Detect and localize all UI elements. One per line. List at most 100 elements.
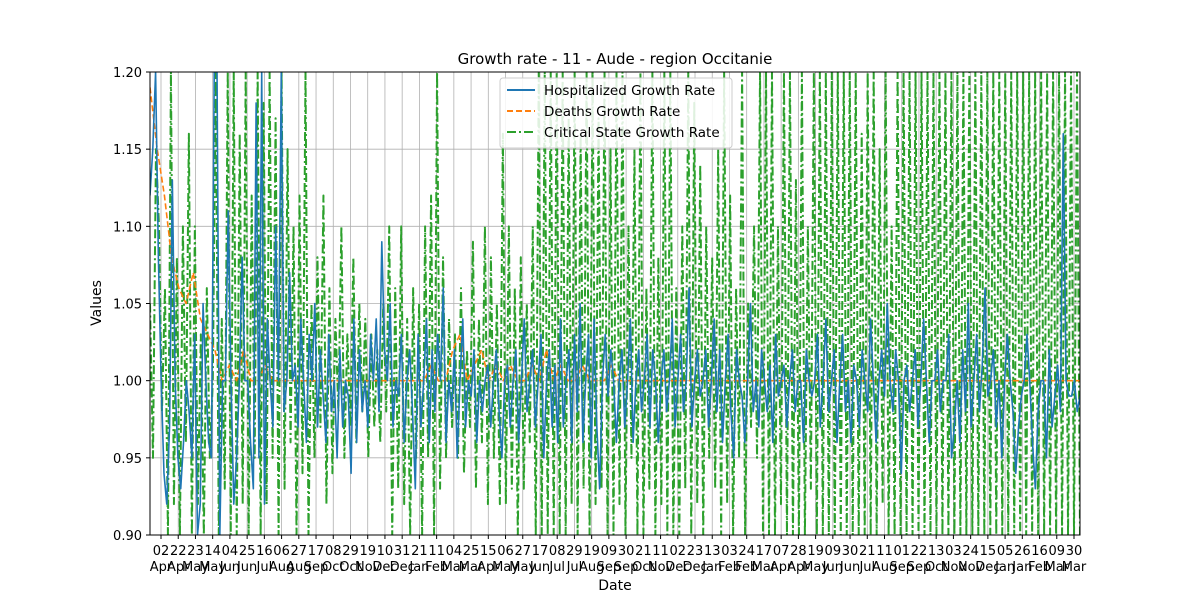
x-tick-month-label: Apr [787,560,810,575]
x-tick-day-label: 30 [618,544,635,559]
x-tick-month-label: Dec [975,560,1000,575]
x-tick-day-label: 09 [601,544,618,559]
x-tick-month-label: Jun [219,560,240,575]
x-tick-day-label: 14 [204,544,221,559]
x-tick-month-label: Apr [477,560,500,575]
x-tick-month-label: Sep [597,560,622,575]
x-tick-day-label: 13 [704,544,721,559]
x-tick-day-label: 11 [428,544,445,559]
x-tick-day-label: 21 [411,544,428,559]
x-tick-month-label: Oct [339,560,361,575]
x-tick-day-label: 01 [893,544,910,559]
x-tick-day-label: 13 [928,544,945,559]
x-tick-month-label: May [199,560,226,575]
x-tick-day-label: 08 [325,544,342,559]
series-line-deaths-growth-rate [150,87,1080,382]
x-tick-day-label: 02 [153,544,170,559]
x-tick-month-label: Sep [304,560,329,575]
x-tick-day-label: 09 [825,544,842,559]
x-tick-day-label: 16 [256,544,273,559]
x-tick-day-label: 08 [549,544,566,559]
y-axis-ticks: 0.90 0.95 1.00 1.05 1.10 1.15 1.20 [113,66,150,544]
x-tick-month-label: Jul [548,560,565,575]
series-line-critical-state-growth-rate [150,72,1080,535]
x-tick-month-label: Oct [632,560,654,575]
x-tick-day-label: 24 [738,544,755,559]
x-tick-day-label: 19 [583,544,600,559]
x-tick-day-label: 07 [773,544,790,559]
x-tick-day-label: 11 [652,544,669,559]
x-tick-month-label: Apr [770,560,793,575]
x-tick-month-label: Oct [925,560,947,575]
x-tick-month-label: Mar [752,560,777,575]
x-tick-day-label: 17 [532,544,549,559]
x-tick-day-label: 27 [514,544,531,559]
x-tick-month-label: Apr [150,560,173,575]
x-tick-month-label: Dec [682,560,707,575]
x-tick-month-label: Aug [269,560,294,575]
x-tick-day-label: 02 [670,544,687,559]
x-tick-day-label: 30 [1066,544,1083,559]
x-tick-day-label: 29 [566,544,583,559]
legend-label: Deaths Growth Rate [544,104,680,120]
x-tick-month-label: May [492,560,519,575]
x-tick-day-label: 11 [876,544,893,559]
y-tick-label: 1.00 [113,375,142,390]
x-tick-month-label: Jun [839,560,860,575]
x-tick-day-label: 05 [997,544,1014,559]
x-tick-day-label: 03 [721,544,738,559]
x-tick-month-label: Feb [735,560,758,575]
x-tick-month-label: Dec [390,560,415,575]
x-tick-month-label: Sep [889,560,914,575]
x-tick-month-label: Dec [372,560,397,575]
x-tick-day-label: 10 [377,544,394,559]
x-tick-month-label: Aug [286,560,311,575]
chart-title: Growth rate - 11 - Aude - region Occitan… [458,50,773,68]
x-tick-day-label: 21 [635,544,652,559]
x-tick-month-label: Mar [1045,560,1070,575]
x-tick-day-label: 31 [394,544,411,559]
x-tick-month-label: May [182,560,209,575]
x-tick-day-label: 17 [756,544,773,559]
x-tick-day-label: 17 [308,544,325,559]
x-tick-month-label: Apr [167,560,190,575]
y-tick-label: 0.90 [113,529,142,544]
x-tick-month-label: Nov [648,560,674,575]
x-tick-month-label: Mar [442,560,467,575]
x-tick-day-label: 23 [687,544,704,559]
x-tick-day-label: 23 [187,544,204,559]
x-tick-month-label: May [509,560,536,575]
x-tick-day-label: 21 [859,544,876,559]
x-tick-day-label: 04 [446,544,463,559]
x-tick-month-label: Jun [822,560,843,575]
x-tick-month-label: Feb [718,560,741,575]
y-tick-label: 1.05 [113,298,142,313]
x-tick-day-label: 29 [342,544,359,559]
x-tick-month-label: Mar [459,560,484,575]
x-tick-month-label: Jan [408,560,429,575]
x-tick-month-label: Nov [958,560,984,575]
x-tick-day-label: 25 [463,544,480,559]
x-axis-label: Date [598,578,631,594]
x-tick-month-label: Dec [665,560,690,575]
legend-label: Critical State Growth Rate [544,125,720,141]
x-tick-month-label: Jan [701,560,722,575]
x-tick-day-label: 06 [497,544,514,559]
x-tick-month-label: Jul [566,560,583,575]
x-tick-day-label: 28 [790,544,807,559]
x-tick-day-label: 26 [1014,544,1031,559]
x-tick-month-label: Jun [236,560,257,575]
x-tick-month-label: Oct [322,560,344,575]
x-tick-day-label: 04 [222,544,239,559]
x-tick-month-label: Aug [872,560,897,575]
x-tick-day-label: 19 [359,544,376,559]
x-tick-month-label: Sep [907,560,932,575]
x-tick-month-label: Feb [1028,560,1051,575]
x-tick-month-label: Jun [529,560,550,575]
x-tick-day-label: 15 [480,544,497,559]
x-tick-day-label: 22 [170,544,187,559]
x-tick-day-label: 15 [980,544,997,559]
x-tick-day-label: 19 [807,544,824,559]
x-tick-day-label: 09 [1049,544,1066,559]
y-tick-label: 1.20 [113,66,142,81]
